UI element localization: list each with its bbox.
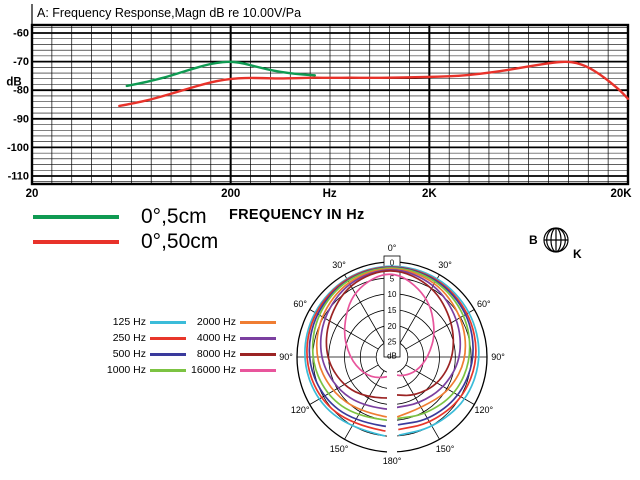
polar-legend-item: 125 Hz <box>100 314 190 330</box>
legend-line-5cm <box>33 215 119 219</box>
polar-legend-item: 8000 Hz <box>190 346 284 362</box>
polar-legend-line <box>150 368 186 372</box>
legend-item-50cm: 0°,50cm <box>33 229 218 255</box>
polar-legend-line <box>240 352 276 356</box>
svg-text:60°: 60° <box>477 299 491 309</box>
svg-text:150°: 150° <box>436 444 455 454</box>
svg-text:Hz: Hz <box>323 188 337 200</box>
polar-legend-line <box>240 336 276 340</box>
polar-legend-item: 4000 Hz <box>190 330 284 346</box>
polar-legend-line <box>150 336 186 340</box>
svg-text:dB: dB <box>6 77 21 89</box>
polar-legend-line <box>150 352 186 356</box>
svg-text:-90: -90 <box>13 113 29 125</box>
svg-text:10: 10 <box>388 290 397 299</box>
svg-text:-110: -110 <box>8 170 29 182</box>
svg-text:30°: 30° <box>438 260 452 270</box>
legend-label-50cm: 0°,50cm <box>141 230 219 253</box>
polar-legend-label: 16000 Hz <box>191 364 236 376</box>
frequency-response-title: A: Frequency Response,Magn dB re 10.00V/… <box>37 6 302 20</box>
svg-text:0: 0 <box>390 259 395 268</box>
svg-text:15: 15 <box>388 306 397 315</box>
polar-pattern-chart: 0 5 10 15 20 25 dB 0° 30° 30° 60° 60° 90° 90° 120° 120°… <box>279 243 505 466</box>
polar-legend-label: 8000 Hz <box>196 348 236 360</box>
frequency-axis-caption: FREQUENCY IN Hz <box>229 207 365 223</box>
svg-text:5: 5 <box>390 274 395 283</box>
svg-text:180°: 180° <box>383 456 402 466</box>
polar-legend-line <box>240 320 276 324</box>
svg-text:20: 20 <box>26 188 39 200</box>
polar-legend-item: 250 Hz <box>100 330 190 346</box>
polar-legend-label: 500 Hz <box>112 348 146 360</box>
polar-legend-label: 250 Hz <box>112 332 146 344</box>
svg-text:25: 25 <box>388 338 397 347</box>
svg-text:90°: 90° <box>279 352 293 362</box>
polar-legend-item: 500 Hz <box>100 346 190 362</box>
polar-legend-item: 1000 Hz <box>100 362 190 378</box>
svg-text:-100: -100 <box>7 142 29 154</box>
svg-text:-70: -70 <box>13 56 29 68</box>
bk-globe-icon <box>543 227 569 253</box>
svg-text:30°: 30° <box>332 260 346 270</box>
polar-legend-item: 2000 Hz <box>190 314 284 330</box>
svg-text:120°: 120° <box>474 405 493 415</box>
svg-text:0°: 0° <box>388 243 397 253</box>
svg-text:120°: 120° <box>291 405 310 415</box>
polar-legend-label: 125 Hz <box>112 316 146 328</box>
polar-legend-item: 16000 Hz <box>190 362 284 378</box>
polar-legend: 125 Hz 2000 Hz 250 Hz 4000 Hz 500 Hz 800… <box>100 314 284 378</box>
polar-legend-label: 1000 Hz <box>106 364 146 376</box>
svg-text:-80: -80 <box>13 85 29 97</box>
polar-legend-label: 2000 Hz <box>196 316 236 328</box>
svg-text:60°: 60° <box>293 299 307 309</box>
legend-item-5cm: 0°,5cm <box>33 204 207 230</box>
polar-legend-line <box>150 320 186 324</box>
svg-text:200: 200 <box>221 188 240 200</box>
legend-line-50cm <box>33 240 119 244</box>
polar-legend-line <box>240 368 276 372</box>
frequency-response-chart: -60 -70 -80 -90 -100 -110 dB 20 200 Hz 2K 20K <box>6 4 632 200</box>
svg-text:2K: 2K <box>422 188 437 200</box>
svg-text:20: 20 <box>388 322 397 331</box>
svg-text:20K: 20K <box>610 188 632 200</box>
bk-letter-b: B <box>529 233 538 247</box>
bk-logo: B K <box>529 227 582 261</box>
svg-text:90°: 90° <box>491 352 505 362</box>
legend-label-5cm: 0°,5cm <box>141 205 207 228</box>
svg-text:-60: -60 <box>13 28 29 40</box>
bk-letter-k: K <box>573 247 582 261</box>
svg-text:150°: 150° <box>330 444 349 454</box>
svg-text:dB: dB <box>387 352 397 361</box>
polar-legend-label: 4000 Hz <box>196 332 236 344</box>
